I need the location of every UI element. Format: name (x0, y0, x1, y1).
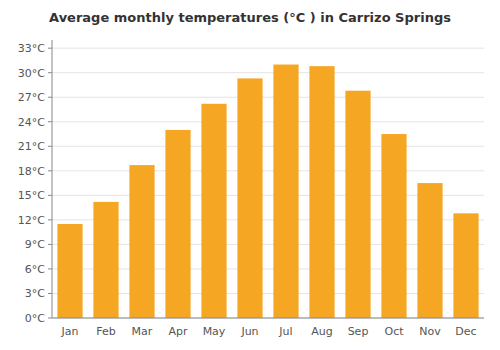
y-tick-label: 18°C (18, 165, 45, 178)
y-tick-label: 30°C (18, 67, 45, 80)
bar (417, 183, 442, 318)
y-axis: 0°C 3°C 6°C 9°C 12°C 15°C 18°C 21°C 24°C 27°C 30°C… (18, 40, 52, 325)
y-tick-label: 24°C (18, 116, 45, 129)
x-tick-label: Oct (384, 325, 404, 338)
bar (57, 224, 82, 318)
grid-line (52, 146, 484, 147)
grid-line (52, 72, 484, 73)
bar (201, 104, 226, 318)
bar (453, 213, 478, 318)
y-tick (48, 268, 52, 269)
x-tick-label: Feb (96, 325, 115, 338)
x-axis: Jan Feb Mar Apr May Jun Jul Aug Sep Oct Nov Dec (52, 318, 484, 338)
bar (273, 65, 298, 318)
x-tick-label: Aug (311, 325, 332, 338)
y-tick (48, 170, 52, 171)
bar (309, 66, 334, 318)
bar (129, 165, 154, 318)
y-tick (48, 146, 52, 147)
grid-line (52, 48, 484, 49)
bar (165, 130, 190, 318)
y-axis-line (52, 40, 53, 318)
x-axis-line (52, 318, 484, 319)
x-tick-label: Dec (455, 325, 476, 338)
y-tick-label: 12°C (18, 214, 45, 227)
y-tick-label: 21°C (18, 140, 45, 153)
y-tick-label: 0°C (25, 312, 45, 325)
y-tick (48, 121, 52, 122)
y-tick-label: 6°C (25, 263, 45, 276)
chart-svg: Average monthly temperatures (°C ) in Ca… (0, 0, 500, 350)
x-tick-label: Jan (61, 325, 79, 338)
grid-line (52, 318, 484, 319)
x-tick-label: Sep (348, 325, 369, 338)
y-tick-label: 3°C (25, 287, 45, 300)
bar (93, 202, 118, 318)
chart-container: Average monthly temperatures (°C ) in Ca… (0, 0, 500, 350)
y-tick (48, 72, 52, 73)
grid-line (52, 121, 484, 122)
y-tick (48, 219, 52, 220)
x-tick-label: Jul (278, 325, 292, 338)
y-tick-label: 33°C (18, 42, 45, 55)
x-tick-label: Nov (419, 325, 441, 338)
y-tick (48, 195, 52, 196)
y-tick-label: 15°C (18, 189, 45, 202)
x-tick-label: Mar (132, 325, 153, 338)
grid-line (52, 170, 484, 171)
y-tick (48, 318, 52, 319)
y-tick-label: 9°C (25, 238, 45, 251)
grid-line (52, 97, 484, 98)
bar (345, 91, 370, 318)
y-tick (48, 244, 52, 245)
x-tick-label: Apr (168, 325, 188, 338)
x-tick-label: May (203, 325, 226, 338)
y-tick (48, 97, 52, 98)
grid (52, 48, 484, 318)
title: Average monthly temperatures (°C ) in Ca… (49, 10, 451, 25)
x-tick-label: Jun (240, 325, 258, 338)
bar (237, 78, 262, 318)
y-tick (48, 48, 52, 49)
y-tick-label: 27°C (18, 91, 45, 104)
bar (381, 134, 406, 318)
bars (57, 65, 478, 318)
y-tick (48, 293, 52, 294)
